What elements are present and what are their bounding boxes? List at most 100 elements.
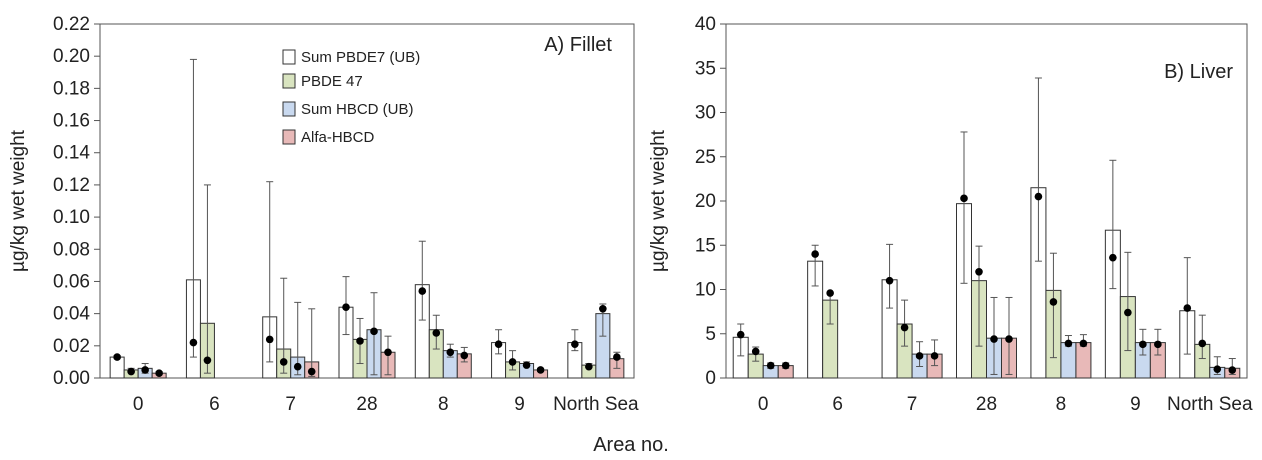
fillet-y-tick-label: 0.08 (53, 239, 90, 260)
fillet-y-tick-label: 0.10 (53, 207, 90, 228)
fillet-y-tick-label: 0.12 (53, 175, 90, 196)
fillet-median-dot (189, 338, 198, 347)
fillet-chart: 0.00 0.02 0.04 0.06 0.08 0.10 0.12 0.14 0.16 0.18… (8, 14, 639, 415)
fillet-median-dot (265, 335, 274, 344)
liver-y-tick-label: 20 (695, 191, 716, 212)
x-axis-label: Area no. (593, 434, 669, 456)
fillet-median-dot (585, 362, 593, 371)
fillet-x-tick-label: 9 (514, 394, 525, 415)
fillet-median-dot (613, 353, 621, 361)
legend-swatch (282, 73, 296, 89)
liver-x-tick-label: 8 (1056, 394, 1067, 415)
fillet-median-dot (307, 367, 316, 376)
legend-label: Sum HBCD (UB) (301, 101, 414, 118)
fillet-median-dot (508, 358, 517, 366)
fillet-chart-title: A) Fillet (544, 34, 612, 56)
liver-median-dot (1005, 335, 1013, 343)
liver-y-tick-label: 35 (695, 58, 716, 79)
liver-y-tick-label: 40 (695, 14, 716, 35)
liver-median-dot (811, 250, 819, 258)
legend-swatch (282, 101, 296, 117)
liver-median-dot (915, 352, 924, 360)
liver-median-dot (900, 323, 909, 332)
fillet-median-dot (494, 340, 503, 349)
fillet-median-dot (571, 340, 579, 349)
liver-median-dot (930, 352, 939, 360)
fillet-median-dot (460, 351, 469, 360)
liver-bar (1060, 342, 1077, 379)
fillet-x-tick-label: 6 (209, 394, 220, 415)
fillet-median-dot (279, 358, 288, 366)
fillet-x-tick-label: 28 (356, 394, 377, 415)
fillet-y-axis-label: µg/kg wet weight (8, 129, 29, 272)
fillet-median-dot (370, 327, 378, 336)
fillet-median-dot (203, 356, 212, 365)
liver-chart: 0 5 10 15 20 25 30 35 40 µg/kg wet weight B) Liver… (648, 14, 1253, 415)
liver-chart-title: B) Liver (1164, 61, 1233, 83)
liver-y-tick-label: 10 (695, 280, 716, 301)
liver-x-tick-label: 0 (758, 394, 769, 415)
liver-median-dot (736, 330, 745, 339)
liver-bar (1075, 342, 1092, 379)
fillet-median-dot (599, 305, 607, 313)
liver-x-tick-label: 9 (1130, 394, 1141, 415)
fillet-median-dot (384, 348, 392, 357)
fillet-median-dot (155, 369, 163, 377)
fillet-y-tick-label: 0.16 (53, 111, 90, 132)
fillet-median-dot (536, 366, 545, 374)
fillet-median-dot (113, 353, 121, 361)
liver-median-dot (766, 361, 775, 370)
liver-median-dot (1213, 365, 1222, 373)
liver-median-dot (781, 361, 790, 370)
legend-label: PBDE 47 (301, 73, 363, 90)
liver-median-dot (1139, 340, 1147, 349)
liver-y-tick-label: 15 (695, 235, 716, 256)
liver-median-dot (751, 347, 760, 356)
fillet-median-dot (141, 366, 149, 374)
legend-label: Sum PBDE7 (UB) (301, 49, 420, 66)
liver-x-tick-label: North Sea (1167, 394, 1253, 415)
fillet-plot-frame (99, 23, 635, 379)
liver-x-tick-label: 7 (907, 394, 918, 415)
liver-median-dot (1064, 339, 1073, 348)
liver-median-dot (885, 276, 894, 285)
fillet-median-dot (432, 329, 441, 337)
fillet-median-dot (522, 361, 531, 369)
liver-median-dot (1109, 253, 1117, 262)
liver-median-dot (990, 335, 998, 343)
liver-y-tick-label: 30 (695, 103, 716, 124)
liver-median-dot (1034, 192, 1043, 201)
liver-median-dot (1228, 366, 1237, 374)
fillet-y-tick-label: 0.14 (53, 143, 90, 164)
liver-median-dot (1154, 340, 1162, 349)
fillet-median-dot (342, 303, 350, 312)
liver-median-dot (1049, 298, 1058, 306)
liver-y-tick-label: 0 (705, 368, 716, 389)
fillet-y-tick-label: 0.18 (53, 78, 90, 99)
legend-swatch (282, 129, 296, 145)
liver-median-dot (1183, 304, 1192, 312)
fillet-y-tick-label: 0.04 (53, 304, 90, 325)
fillet-median-dot (446, 348, 455, 357)
liver-median-dot (826, 289, 834, 297)
fillet-median-dot (293, 362, 302, 371)
fillet-median-dot (418, 287, 427, 295)
fillet-y-tick-label: 0.02 (53, 336, 90, 357)
fillet-x-tick-label: North Sea (553, 394, 639, 415)
fillet-y-tick-label: 0.22 (53, 14, 90, 35)
liver-y-tick-label: 25 (695, 147, 716, 168)
liver-y-axis-label: µg/kg wet weight (648, 129, 669, 272)
liver-median-dot (1079, 339, 1088, 348)
fillet-y-tick-label: 0.06 (53, 271, 90, 292)
liver-median-dot (960, 194, 968, 203)
liver-y-tick-label: 5 (705, 324, 716, 345)
fillet-y-tick-label: 0.00 (53, 368, 90, 389)
liver-median-dot (1198, 339, 1207, 348)
liver-median-dot (975, 268, 983, 276)
liver-x-tick-label: 28 (976, 394, 997, 415)
legend-swatch (282, 49, 296, 65)
legend-label: Alfa-HBCD (301, 129, 375, 146)
fillet-median-dot (356, 337, 364, 345)
fillet-y-tick-label: 0.20 (53, 46, 90, 67)
